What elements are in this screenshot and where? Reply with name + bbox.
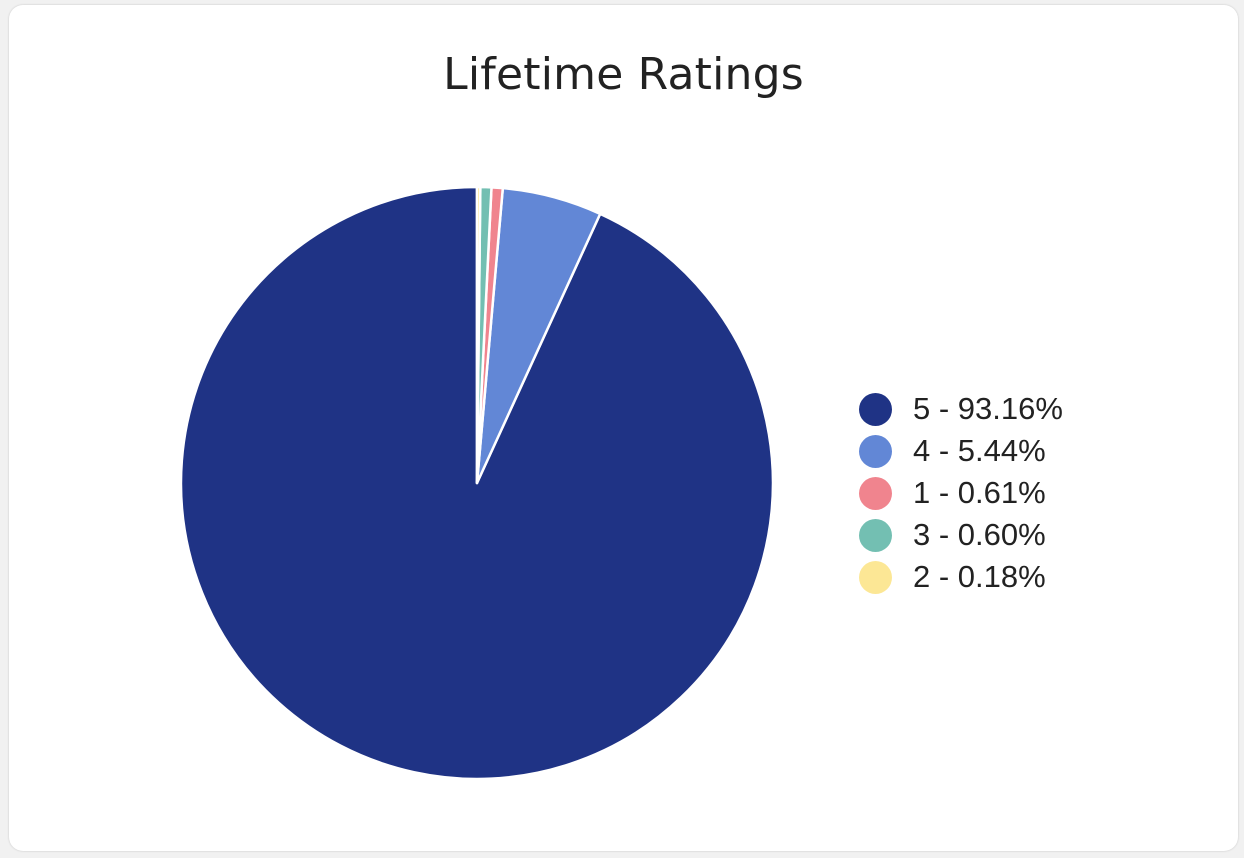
legend-label-5: 5 - 93.16%	[913, 391, 1063, 426]
legend-label-3: 3 - 0.60%	[913, 517, 1046, 552]
pie-slice-2	[475, 185, 482, 485]
chart-card: Lifetime Ratings 5 - 93.16% 4 - 5.44% 1 …	[9, 5, 1238, 851]
legend-swatch-3	[859, 518, 892, 552]
legend-item-1: 1 - 0.61%	[859, 472, 1063, 514]
legend-swatch-4	[859, 434, 892, 468]
chart-title: Lifetime Ratings	[443, 49, 804, 100]
legend-swatch-1	[859, 476, 892, 510]
chart-legend: 5 - 93.16% 4 - 5.44% 1 - 0.61% 3 - 0.60%…	[859, 388, 1063, 598]
legend-item-5: 5 - 93.16%	[859, 388, 1063, 430]
legend-swatch-5	[859, 392, 892, 426]
legend-label-2: 2 - 0.18%	[913, 559, 1046, 594]
pie-chart	[179, 185, 775, 781]
legend-label-4: 4 - 5.44%	[913, 433, 1046, 468]
legend-label-1: 1 - 0.61%	[913, 475, 1046, 510]
legend-item-4: 4 - 5.44%	[859, 430, 1063, 472]
legend-swatch-2	[859, 560, 892, 594]
legend-item-3: 3 - 0.60%	[859, 514, 1063, 556]
legend-item-2: 2 - 0.18%	[859, 556, 1063, 598]
